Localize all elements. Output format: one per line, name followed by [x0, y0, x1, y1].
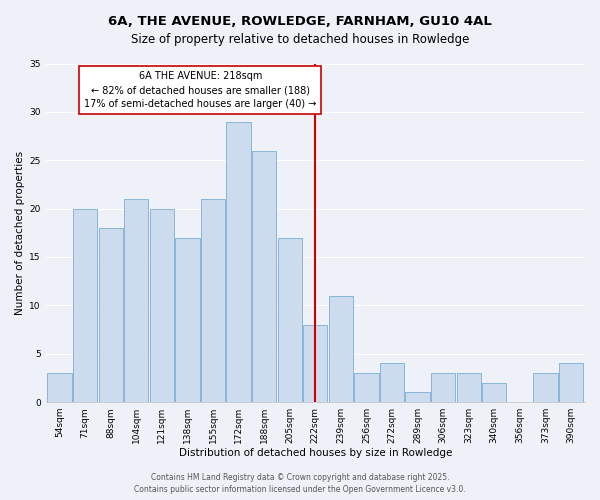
- Text: 6A THE AVENUE: 218sqm
← 82% of detached houses are smaller (188)
17% of semi-det: 6A THE AVENUE: 218sqm ← 82% of detached …: [84, 71, 316, 109]
- Bar: [380, 364, 404, 402]
- Bar: [482, 382, 506, 402]
- Bar: [431, 373, 455, 402]
- Bar: [201, 199, 225, 402]
- Bar: [457, 373, 481, 402]
- Bar: [533, 373, 557, 402]
- Bar: [150, 208, 174, 402]
- Text: 6A, THE AVENUE, ROWLEDGE, FARNHAM, GU10 4AL: 6A, THE AVENUE, ROWLEDGE, FARNHAM, GU10 …: [108, 15, 492, 28]
- Y-axis label: Number of detached properties: Number of detached properties: [15, 150, 25, 315]
- Bar: [252, 150, 276, 402]
- Bar: [329, 296, 353, 402]
- Bar: [354, 373, 379, 402]
- Bar: [124, 199, 148, 402]
- Bar: [226, 122, 251, 402]
- Bar: [406, 392, 430, 402]
- Text: Contains HM Land Registry data © Crown copyright and database right 2025.
Contai: Contains HM Land Registry data © Crown c…: [134, 472, 466, 494]
- Bar: [175, 238, 200, 402]
- Bar: [98, 228, 123, 402]
- Bar: [303, 324, 328, 402]
- Bar: [73, 208, 97, 402]
- Bar: [47, 373, 72, 402]
- Bar: [559, 364, 583, 402]
- X-axis label: Distribution of detached houses by size in Rowledge: Distribution of detached houses by size …: [179, 448, 452, 458]
- Bar: [278, 238, 302, 402]
- Text: Size of property relative to detached houses in Rowledge: Size of property relative to detached ho…: [131, 32, 469, 46]
